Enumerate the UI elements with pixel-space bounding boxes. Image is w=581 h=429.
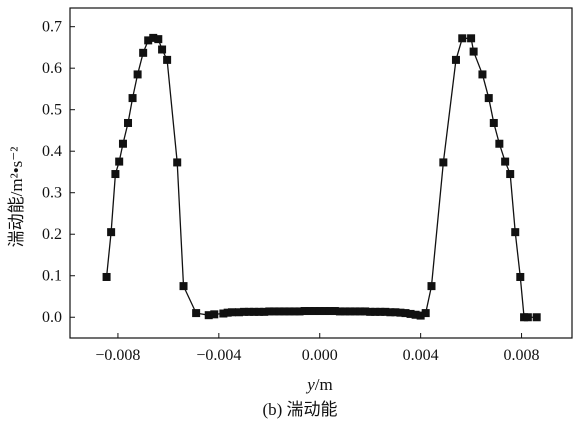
y-tick-label: 0.6 bbox=[42, 60, 62, 77]
figure-caption: (b) 湍动能 bbox=[262, 400, 337, 419]
x-tick-label: 0.008 bbox=[504, 347, 540, 364]
data-point bbox=[439, 158, 448, 167]
data-point bbox=[227, 308, 236, 317]
y-tick-label: 0.5 bbox=[42, 102, 62, 119]
data-point bbox=[391, 308, 400, 317]
plot-frame bbox=[69, 7, 573, 339]
data-point bbox=[340, 307, 349, 316]
data-point bbox=[107, 228, 116, 237]
data-point bbox=[330, 307, 339, 316]
data-point bbox=[158, 45, 167, 54]
x-axis-symbol: y bbox=[305, 375, 315, 394]
data-point bbox=[192, 309, 201, 318]
data-point bbox=[489, 118, 498, 127]
data-point bbox=[501, 157, 510, 166]
data-point bbox=[335, 307, 344, 316]
data-point bbox=[516, 272, 525, 281]
data-point bbox=[154, 35, 163, 44]
x-axis-unit: /m bbox=[315, 375, 333, 394]
data-point bbox=[325, 307, 334, 316]
x-tick-label: 0.004 bbox=[403, 347, 439, 364]
y-tick-label: 0.1 bbox=[42, 268, 62, 285]
data-point bbox=[133, 70, 142, 79]
data-point bbox=[111, 170, 120, 179]
data-point bbox=[285, 307, 294, 316]
y-tick-label: 0.3 bbox=[42, 185, 62, 202]
data-point bbox=[371, 307, 380, 316]
data-point bbox=[458, 34, 467, 43]
data-point bbox=[275, 307, 284, 316]
data-point bbox=[118, 139, 127, 148]
data-point bbox=[219, 309, 228, 318]
data-point bbox=[305, 307, 314, 316]
data-point bbox=[240, 307, 249, 316]
data-point bbox=[223, 308, 232, 317]
data-point bbox=[511, 228, 520, 237]
data-point bbox=[469, 47, 478, 56]
series-line bbox=[105, 37, 537, 318]
y-tick-label: 0.7 bbox=[42, 19, 62, 36]
x-tick-label: 0.000 bbox=[302, 347, 338, 364]
data-point bbox=[416, 311, 425, 320]
x-axis-title: y/m bbox=[305, 375, 333, 394]
data-point bbox=[467, 34, 476, 43]
data-point bbox=[320, 307, 329, 316]
data-point bbox=[250, 307, 259, 316]
data-point bbox=[179, 282, 188, 291]
data-point bbox=[265, 307, 274, 316]
x-tick-label: −0.008 bbox=[95, 347, 140, 364]
data-point bbox=[532, 313, 541, 322]
data-point bbox=[149, 33, 158, 42]
data-point bbox=[396, 308, 405, 317]
data-point bbox=[506, 170, 515, 179]
data-point bbox=[406, 309, 415, 318]
data-point bbox=[451, 55, 460, 64]
data-point bbox=[315, 307, 324, 316]
x-tick-label: −0.004 bbox=[196, 347, 241, 364]
data-point bbox=[124, 118, 133, 127]
data-point bbox=[144, 36, 153, 45]
data-point bbox=[376, 307, 385, 316]
data-point bbox=[128, 94, 137, 103]
data-point bbox=[204, 311, 213, 320]
y-axis-title: 湍动能/m²•s⁻² bbox=[7, 147, 26, 248]
data-point bbox=[310, 307, 319, 316]
data-point bbox=[260, 307, 269, 316]
data-point bbox=[386, 308, 395, 317]
data-point bbox=[210, 310, 219, 319]
data-point bbox=[270, 307, 279, 316]
y-tick-label: 0.0 bbox=[42, 309, 62, 326]
data-point bbox=[173, 158, 182, 167]
data-point bbox=[346, 307, 355, 316]
data-point bbox=[139, 48, 148, 57]
y-tick-label: 0.4 bbox=[42, 143, 62, 160]
y-tick-label: 0.2 bbox=[42, 226, 62, 243]
data-point bbox=[102, 272, 111, 281]
data-point bbox=[411, 310, 420, 319]
data-point bbox=[255, 307, 264, 316]
data-point bbox=[351, 307, 360, 316]
data-point bbox=[290, 307, 299, 316]
data-point bbox=[361, 307, 370, 316]
data-point bbox=[245, 307, 254, 316]
data-point bbox=[478, 70, 487, 79]
data-point bbox=[401, 309, 410, 318]
data-point bbox=[381, 307, 390, 316]
data-point bbox=[523, 313, 532, 322]
data-point bbox=[356, 307, 365, 316]
data-point bbox=[427, 282, 436, 291]
data-point bbox=[115, 157, 124, 166]
data-point bbox=[295, 307, 304, 316]
data-point bbox=[280, 307, 289, 316]
data-point bbox=[163, 55, 172, 64]
data-point bbox=[484, 94, 493, 103]
data-point bbox=[421, 309, 430, 318]
data-point bbox=[235, 308, 244, 317]
data-point bbox=[495, 139, 504, 148]
data-point bbox=[366, 307, 375, 316]
data-point bbox=[300, 307, 309, 316]
